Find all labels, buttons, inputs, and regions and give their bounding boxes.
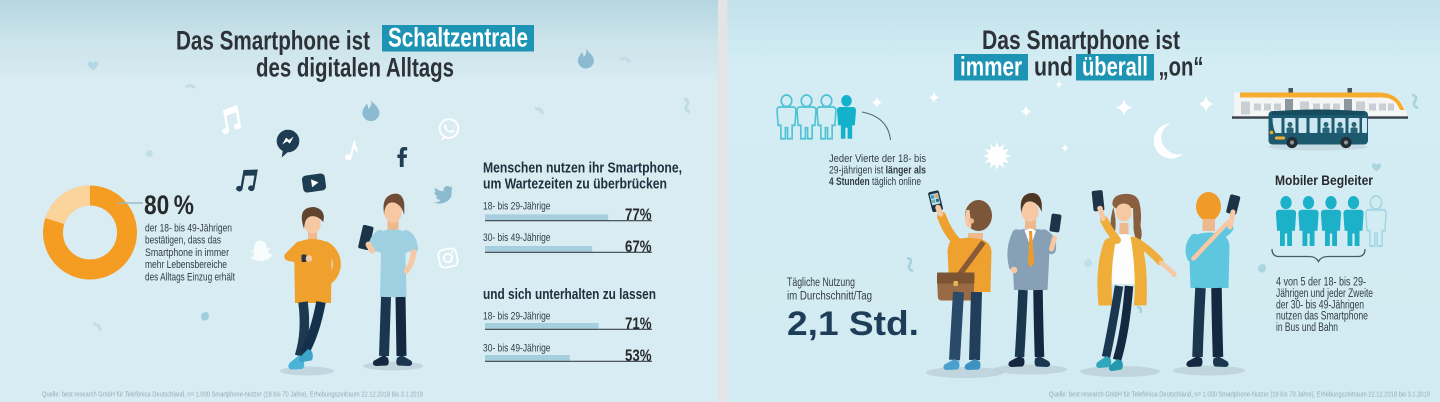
svg-text:„on“: „on“ xyxy=(1159,52,1204,82)
svg-text:80 %: 80 % xyxy=(144,190,194,220)
svg-text:Quelle: best research GmbH für: Quelle: best research GmbH für Telefónic… xyxy=(1049,390,1430,399)
svg-text:des Alltags Einzug erhält: des Alltags Einzug erhält xyxy=(145,271,235,283)
svg-text:67%: 67% xyxy=(625,238,652,256)
svg-text:Schaltzentrale: Schaltzentrale xyxy=(388,23,528,53)
svg-text:der 30- bis 49-Jährigen: der 30- bis 49-Jährigen xyxy=(1276,299,1364,311)
svg-text:53%: 53% xyxy=(625,347,652,365)
svg-text:bestätigen, dass das: bestätigen, dass das xyxy=(145,235,221,247)
svg-text:Jährigen und jeder Zweite: Jährigen und jeder Zweite xyxy=(1276,288,1373,300)
svg-text:18- bis 29-Jährige: 18- bis 29-Jährige xyxy=(483,310,551,322)
svg-text:um Wartezeiten zu überbrücken: um Wartezeiten zu überbrücken xyxy=(483,177,667,193)
svg-text:Mobiler Begleiter: Mobiler Begleiter xyxy=(1275,173,1374,188)
svg-text:und: und xyxy=(1034,52,1073,82)
svg-text:des digitalen Alltags: des digitalen Alltags xyxy=(256,53,454,83)
svg-text:Tägliche Nutzung: Tägliche Nutzung xyxy=(787,277,855,289)
svg-text:Smartphone in immer: Smartphone in immer xyxy=(145,247,229,259)
svg-text:der 18- bis 49-Jährigen: der 18- bis 49-Jährigen xyxy=(145,223,232,235)
svg-text:Menschen nutzen ihr Smartphone: Menschen nutzen ihr Smartphone, xyxy=(483,161,682,177)
svg-text:30- bis 49-Jährige: 30- bis 49-Jährige xyxy=(483,343,551,355)
svg-text:nutzen das Smartphone: nutzen das Smartphone xyxy=(1276,311,1368,323)
svg-text:30- bis 49-Jährige: 30- bis 49-Jährige xyxy=(483,232,551,244)
svg-text:Das Smartphone ist: Das Smartphone ist xyxy=(982,25,1180,55)
svg-text:immer: immer xyxy=(960,52,1022,82)
svg-text:Jeder Vierte der 18- bis: Jeder Vierte der 18- bis xyxy=(829,153,927,165)
svg-text:2,1 Std.: 2,1 Std. xyxy=(787,305,919,343)
svg-text:4 von 5 der 18- bis 29-: 4 von 5 der 18- bis 29- xyxy=(1276,277,1366,289)
svg-text:im Durchschnitt/Tag: im Durchschnitt/Tag xyxy=(787,291,872,303)
svg-text:überall: überall xyxy=(1082,52,1148,82)
svg-text:Das Smartphone ist: Das Smartphone ist xyxy=(176,26,370,56)
svg-text:4 Stunden täglich online: 4 Stunden täglich online xyxy=(829,176,921,188)
svg-text:mehr Lebensbereiche: mehr Lebensbereiche xyxy=(145,259,227,271)
svg-text:18- bis 29-Jährige: 18- bis 29-Jährige xyxy=(483,200,551,212)
svg-text:71%: 71% xyxy=(625,315,652,333)
svg-text:29-jährigen ist länger als: 29-jährigen ist länger als xyxy=(829,165,926,177)
svg-text:Quelle: best research GmbH für: Quelle: best research GmbH für Telefónic… xyxy=(42,390,423,399)
svg-text:in Bus und Bahn: in Bus und Bahn xyxy=(1276,322,1338,334)
svg-text:und sich unterhalten zu lassen: und sich unterhalten zu lassen xyxy=(483,287,656,303)
svg-text:77%: 77% xyxy=(625,206,652,224)
